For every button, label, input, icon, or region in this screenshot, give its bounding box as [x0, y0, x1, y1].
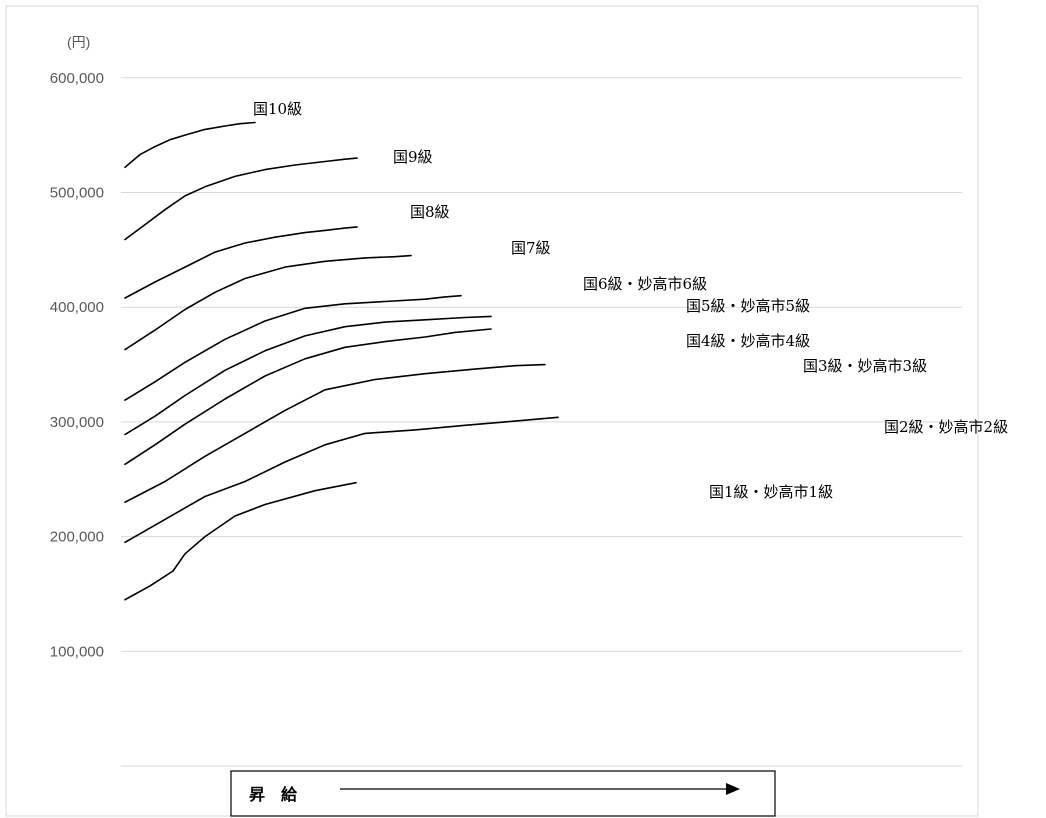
series-line: [124, 328, 492, 466]
series-line: [124, 254, 412, 351]
series-label: 国1級・妙高市1級: [709, 483, 833, 501]
series-line: [124, 416, 559, 544]
series-label: 国4級・妙高市4級: [686, 332, 810, 350]
series-label: 国8級: [410, 203, 450, 221]
series-label: 国2級・妙高市2級: [884, 418, 1008, 436]
series-line: [124, 226, 358, 299]
y-tick-label: 500,000: [50, 185, 104, 202]
series-label: 国6級・妙高市6級: [583, 275, 707, 293]
series-label: 国3級・妙高市3級: [803, 357, 927, 375]
series-labels: 国1級・妙高市1級 国2級・妙高市2級 国3級・妙高市3級 国4級・妙高市4級国5級・…: [253, 100, 1008, 501]
y-tick-label: 300,000: [50, 414, 104, 431]
series-line: [124, 481, 357, 601]
series-line: [124, 294, 462, 401]
x-axis-label: 昇 給: [249, 785, 298, 804]
series-label: 国5級・妙高市5級: [686, 297, 810, 315]
y-tick-label: 200,000: [50, 529, 104, 546]
gridlines: [121, 77, 962, 767]
y-axis-unit-label: (円): [67, 34, 90, 50]
series-label: 国10級: [253, 100, 302, 118]
y-tick-label: 100,000: [50, 643, 104, 660]
series-line: [124, 157, 358, 241]
chart-frame: [5, 5, 979, 817]
y-tick-label: 600,000: [50, 70, 104, 87]
x-axis-arrow-head: [726, 783, 740, 795]
series-label: 国9級: [393, 148, 433, 166]
series-lines: [124, 121, 559, 601]
y-tick-label: 400,000: [50, 299, 104, 316]
x-axis-box-frame: [230, 770, 776, 817]
y-axis-ticks: 100,000 200,000 300,000 400,000 500,000 600,0…: [50, 70, 104, 660]
x-axis-box: 昇 給: [230, 770, 776, 817]
series-label: 国7級: [511, 239, 551, 257]
series-line: [124, 363, 546, 503]
series-line: [124, 121, 256, 169]
series-line: [124, 315, 492, 436]
